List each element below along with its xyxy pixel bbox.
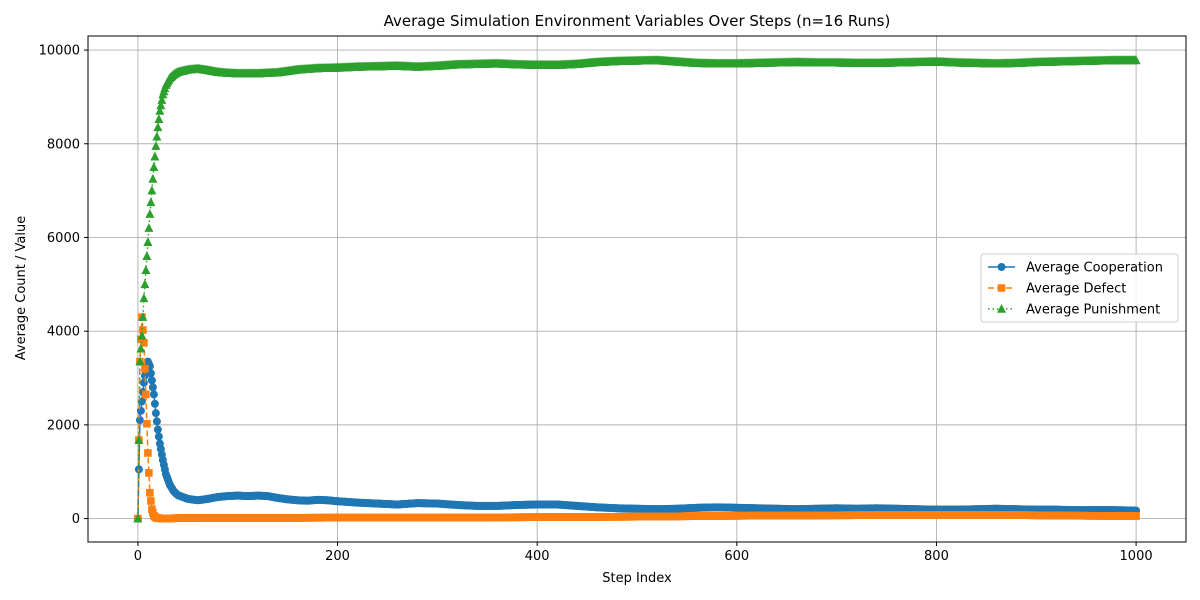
data-point	[146, 197, 156, 207]
data-point	[140, 279, 150, 289]
data-point	[133, 513, 143, 523]
x-tick-label: 600	[724, 549, 749, 564]
data-point	[140, 371, 149, 380]
data-point	[144, 449, 152, 457]
plot-series	[133, 55, 1141, 523]
data-point	[143, 419, 151, 428]
data-point	[139, 378, 148, 387]
data-point	[146, 489, 154, 497]
y-axis-label: Average Count / Value	[14, 216, 29, 360]
data-point	[134, 435, 144, 444]
data-point	[154, 114, 164, 123]
legend-label: Average Punishment	[1026, 303, 1160, 318]
data-point	[1131, 55, 1141, 65]
data-point	[154, 432, 163, 441]
series-markers	[134, 313, 1140, 523]
data-point	[147, 185, 157, 195]
data-point	[148, 383, 157, 392]
legend-box	[980, 253, 1179, 323]
legend-entry: Average Defect	[988, 282, 1126, 297]
y-tick-label: 10000	[39, 44, 80, 59]
y-tick-label: 0	[72, 512, 80, 527]
data-point	[137, 330, 147, 340]
legend-marker	[997, 284, 1006, 292]
data-point	[148, 173, 158, 183]
x-tick-label: 200	[325, 549, 350, 564]
y-tick-label: 8000	[47, 137, 80, 152]
data-point	[145, 209, 155, 218]
x-tick-label: 1000	[1120, 549, 1153, 564]
data-point	[152, 131, 162, 141]
data-point	[153, 425, 162, 434]
chart-title: Average Simulation Environment Variables…	[384, 12, 891, 30]
x-tick-label: 800	[924, 549, 949, 564]
data-point	[142, 251, 152, 261]
data-point	[155, 105, 165, 115]
legend: Average Cooperation Average Defect Average…	[980, 253, 1179, 323]
data-point	[143, 237, 153, 246]
data-point	[139, 326, 147, 334]
data-point	[150, 151, 160, 161]
data-point	[151, 409, 160, 418]
legend-entry: Average Punishment	[988, 303, 1160, 318]
data-point	[157, 95, 167, 104]
legend-marker	[997, 263, 1006, 271]
data-point	[149, 390, 158, 399]
x-tick-label: 0	[134, 549, 142, 564]
y-tick-label: 4000	[47, 325, 80, 340]
data-point	[139, 293, 149, 303]
legend-label: Average Cooperation	[1026, 261, 1163, 276]
data-point	[1132, 512, 1140, 520]
data-point	[147, 497, 155, 505]
data-point	[147, 376, 156, 385]
data-point	[156, 100, 166, 110]
data-point	[136, 406, 145, 415]
data-point	[146, 369, 155, 378]
data-point	[144, 223, 154, 232]
series-average-punishment	[133, 55, 1141, 523]
data-point	[145, 469, 153, 477]
x-tick-label: 400	[525, 549, 550, 564]
series-markers	[133, 55, 1141, 523]
data-point	[152, 417, 161, 426]
data-point	[141, 364, 149, 373]
data-point	[140, 339, 148, 347]
legend-entry: Average Cooperation	[988, 261, 1163, 276]
data-point	[136, 343, 146, 353]
legend-marker	[997, 304, 1006, 313]
series-average-defect	[134, 313, 1140, 523]
data-point	[138, 312, 148, 321]
plot-frame	[87, 35, 1187, 543]
data-point	[135, 356, 145, 366]
x-axis-label: Step Index	[602, 571, 672, 586]
data-point	[142, 390, 150, 399]
y-tick-label: 6000	[47, 231, 80, 246]
data-point	[135, 416, 144, 425]
data-point	[141, 265, 151, 275]
data-point	[153, 122, 163, 132]
data-point	[151, 141, 161, 150]
legend-label: Average Defect	[1026, 282, 1126, 297]
data-point	[150, 399, 159, 408]
y-tick-label: 2000	[47, 418, 80, 433]
data-point	[149, 162, 159, 171]
